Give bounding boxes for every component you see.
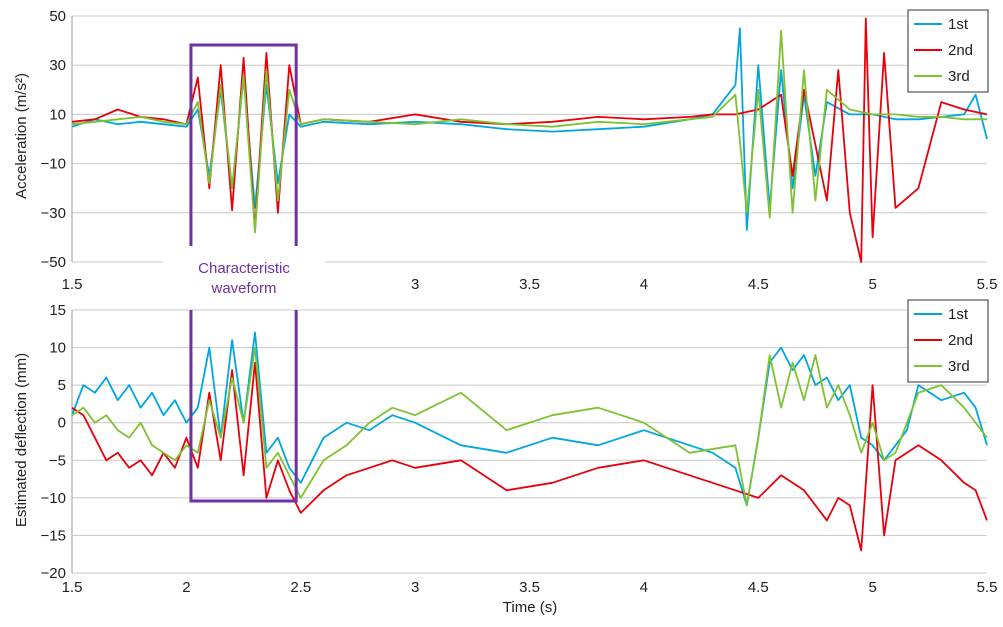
deflection-series (71, 331, 988, 552)
deflection-x-ticks: 1.5 2 2.5 3 3.5 4 4.5 5 5.5 (62, 579, 998, 596)
deflection-y-axis-label: Estimated deflection (mm) (13, 353, 30, 527)
acceleration-x-tick-label: 1.5 (62, 276, 83, 293)
annotation-label-background (163, 247, 325, 299)
deflection-y-tick-label: 10 (49, 340, 66, 357)
deflection-y-ticks: 15 10 5 0 −5 −10 −15 −20 (41, 302, 66, 582)
acceleration-legend-label: 2nd (948, 42, 973, 59)
acceleration-gridlines (71, 15, 987, 263)
deflection-x-tick-label: 4 (640, 579, 648, 596)
deflection-y-tick-label: 0 (58, 415, 66, 432)
deflection-series-2nd (71, 361, 988, 552)
deflection-x-tick-label: 1.5 (62, 579, 83, 596)
acceleration-x-tick-label: 5 (868, 276, 876, 293)
deflection-x-tick-label: 2 (182, 579, 190, 596)
deflection-y-tick-label: −15 (41, 527, 66, 544)
acceleration-legend-label: 3rd (948, 68, 970, 85)
acceleration-x-tick-label: 3.5 (519, 276, 540, 293)
acceleration-y-tick-label: −50 (41, 254, 66, 271)
deflection-legend: 1st 2nd 3rd (907, 299, 989, 383)
acceleration-series-1st (71, 27, 988, 231)
annotation-box-bottom (189, 310, 298, 503)
deflection-x-tick-label: 5 (868, 579, 876, 596)
annotation-label-line1: Characteristic (198, 260, 290, 277)
deflection-chart: 15 10 5 0 −5 −10 −15 −20 1.5 2 2.5 3 3.5 4 4.5 5 5.5 Es… (13, 299, 998, 616)
acceleration-y-ticks: 50 30 10 −10 −30 −50 (41, 8, 66, 271)
annotation-label-line2: waveform (210, 280, 276, 297)
deflection-y-tick-label: 15 (49, 302, 66, 319)
acceleration-x-tick-label: 4.5 (748, 276, 769, 293)
deflection-x-tick-label: 4.5 (748, 579, 769, 596)
acceleration-x-tick-label: 3 (411, 276, 419, 293)
acceleration-series-3rd (71, 29, 987, 234)
deflection-series-1st (71, 331, 988, 507)
deflection-y-tick-label: −5 (49, 452, 66, 469)
acceleration-y-axis-label: Acceleration (m/s²) (13, 73, 30, 199)
acceleration-y-tick-label: 50 (49, 8, 66, 25)
deflection-x-tick-label: 2.5 (290, 579, 311, 596)
deflection-y-tick-label: −20 (41, 565, 66, 582)
annotation-box-top (189, 43, 298, 246)
deflection-gridlines (71, 309, 987, 574)
acceleration-y-tick-label: 30 (49, 57, 66, 74)
deflection-x-tick-label: 3 (411, 579, 419, 596)
deflection-x-tick-label: 3.5 (519, 579, 540, 596)
acceleration-x-tick-label: 5.5 (977, 276, 998, 293)
deflection-legend-label: 2nd (948, 332, 973, 349)
deflection-y-tick-label: −10 (41, 490, 66, 507)
acceleration-legend: 1st 2nd 3rd (907, 9, 989, 93)
acceleration-y-tick-label: 10 (49, 106, 66, 123)
acceleration-legend-label: 1st (948, 16, 969, 33)
deflection-x-tick-label: 5.5 (977, 579, 998, 596)
acceleration-series (71, 17, 988, 263)
deflection-x-axis-label: Time (s) (503, 599, 557, 616)
acceleration-y-tick-label: −10 (41, 156, 66, 173)
characteristic-waveform-annotation: Characteristic waveform (163, 43, 325, 503)
deflection-series-3rd (71, 346, 988, 507)
acceleration-series-2nd (71, 17, 988, 263)
deflection-legend-label: 3rd (948, 358, 970, 375)
acceleration-y-tick-label: −30 (41, 205, 66, 222)
acceleration-x-tick-label: 4 (640, 276, 648, 293)
deflection-legend-label: 1st (948, 306, 969, 323)
deflection-y-tick-label: 5 (58, 377, 66, 394)
